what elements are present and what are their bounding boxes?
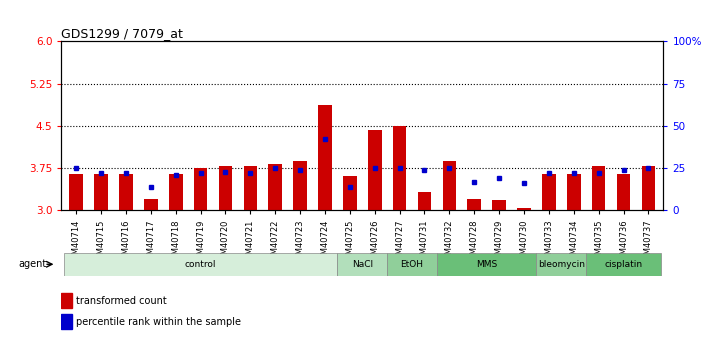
Bar <box>393 126 407 210</box>
Bar <box>318 105 332 210</box>
Bar <box>119 174 133 210</box>
Bar <box>268 164 282 210</box>
Bar <box>417 193 431 210</box>
Bar <box>443 161 456 210</box>
Bar <box>467 199 481 210</box>
Bar <box>642 167 655 210</box>
Text: agent: agent <box>19 259 47 269</box>
Bar <box>94 174 108 210</box>
Bar <box>343 176 357 210</box>
Bar <box>616 174 630 210</box>
Bar <box>437 253 536 276</box>
Text: MMS: MMS <box>476 260 497 269</box>
Bar <box>194 168 208 210</box>
Bar <box>592 167 606 210</box>
Bar <box>69 174 83 210</box>
Bar <box>63 253 337 276</box>
Text: NaCl: NaCl <box>352 260 373 269</box>
Text: percentile rank within the sample: percentile rank within the sample <box>76 317 242 327</box>
Bar <box>293 161 307 210</box>
Bar <box>61 293 72 308</box>
Bar <box>536 253 586 276</box>
Bar <box>387 253 437 276</box>
Text: cisplatin: cisplatin <box>604 260 642 269</box>
Bar <box>244 167 257 210</box>
Bar <box>169 174 182 210</box>
Bar <box>517 208 531 210</box>
Text: bleomycin: bleomycin <box>538 260 585 269</box>
Bar <box>492 200 506 210</box>
Bar <box>542 174 556 210</box>
Bar <box>337 253 387 276</box>
Bar <box>567 174 580 210</box>
Text: control: control <box>185 260 216 269</box>
Bar <box>218 167 232 210</box>
Bar <box>368 130 381 210</box>
Text: transformed count: transformed count <box>76 296 167 306</box>
Text: GDS1299 / 7079_at: GDS1299 / 7079_at <box>61 27 183 40</box>
Text: EtOH: EtOH <box>401 260 423 269</box>
Bar <box>586 253 661 276</box>
Bar <box>144 199 158 210</box>
Bar <box>61 314 72 329</box>
